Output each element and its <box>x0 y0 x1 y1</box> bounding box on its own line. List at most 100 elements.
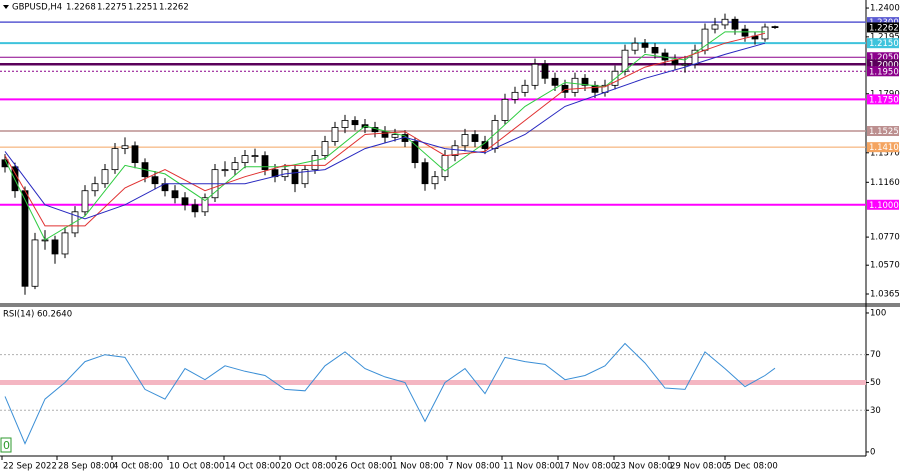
candle-body <box>171 190 179 199</box>
candle-body <box>391 134 399 138</box>
menu-triangle[interactable] <box>3 5 9 9</box>
level-label: 1.2000 <box>869 60 899 70</box>
candle-body <box>91 183 99 192</box>
ohlc-value: 1.2251 <box>128 3 158 13</box>
level-label: 1.1750 <box>869 95 899 105</box>
x-tick-label: 29 Nov 08:00 <box>670 462 727 472</box>
candle-body <box>381 131 389 138</box>
candle-body <box>541 63 549 79</box>
level-label-bg <box>867 199 899 210</box>
level-label-bg <box>867 66 899 77</box>
candle-body <box>641 42 649 48</box>
candle-body <box>351 120 359 126</box>
candle-body <box>251 155 259 157</box>
level-label: 1.2050 <box>869 53 899 63</box>
indicator-line <box>4 342 776 445</box>
candle-body <box>501 98 509 121</box>
corner-label: 0 <box>3 439 10 452</box>
candle-body <box>341 120 349 128</box>
moving-average <box>4 32 766 227</box>
x-tick-label: 4 Oct 08:00 <box>113 462 163 472</box>
current-price-bg <box>867 22 899 33</box>
x-tick-label: 11 Nov 08:00 <box>503 462 560 472</box>
moving-average <box>4 31 765 241</box>
level-label: 1.1410 <box>869 143 899 153</box>
candle-body <box>731 18 739 30</box>
y-tick-label: 1.2195 <box>870 32 900 42</box>
chart-title: GBPUSD,H4 <box>12 3 62 13</box>
candle-body <box>61 232 69 255</box>
moving-average <box>4 42 766 220</box>
level-label: 1.2150 <box>869 39 899 49</box>
candle-body <box>411 141 419 164</box>
candle-body <box>101 169 109 185</box>
candle-body <box>491 120 499 149</box>
level-label-bg <box>867 38 899 49</box>
candle-body <box>551 77 559 86</box>
ohlc-value: 1.2262 <box>159 3 189 13</box>
candle-body <box>581 77 589 86</box>
candle-body <box>261 155 269 171</box>
candle-body <box>241 155 249 164</box>
candle-body <box>151 176 159 185</box>
candle-body <box>741 28 749 37</box>
candle-body <box>531 63 539 86</box>
candle-body <box>281 169 289 178</box>
current-price-label: 1.2262 <box>869 23 899 33</box>
candle-body <box>431 176 439 185</box>
candle-body <box>461 134 469 147</box>
candle-body <box>311 155 319 171</box>
y-tick-label: 70 <box>870 350 881 360</box>
x-tick-label: 1 Nov 08:00 <box>392 462 444 472</box>
x-tick-label: 17 Nov 08:00 <box>559 462 616 472</box>
x-tick-label: 20 Oct 08:00 <box>281 462 336 472</box>
y-tick-label: 50 <box>870 378 881 388</box>
candle-body <box>471 134 479 142</box>
candle-body <box>691 49 699 65</box>
candle-body <box>321 141 329 156</box>
candle-body <box>201 197 209 213</box>
candle-body <box>591 84 599 93</box>
level-label-bg <box>867 59 899 70</box>
x-tick-label: 26 Oct 08:00 <box>337 462 392 472</box>
candle-body <box>31 239 39 287</box>
candle-body <box>121 145 129 149</box>
candle-body <box>521 84 529 93</box>
x-tick-label: 5 Dec 08:00 <box>726 462 778 472</box>
candle-body <box>631 42 639 51</box>
candle-body <box>651 46 659 54</box>
y-tick-label: 1.1370 <box>870 148 900 158</box>
level-label: 1.1950 <box>869 67 899 77</box>
candle-body <box>711 24 719 30</box>
corner-label-box <box>0 437 12 453</box>
x-tick-label: 7 Nov 08:00 <box>448 462 500 472</box>
candle-body <box>131 145 139 164</box>
candle-body <box>181 197 189 206</box>
candle-body <box>421 162 429 185</box>
indicator-title: RSI(14) 60.2640 <box>3 310 72 320</box>
candle-body <box>301 169 309 185</box>
level-label: 1.1525 <box>869 127 899 137</box>
y-tick-label: 1.0365 <box>870 290 900 300</box>
x-tick-label: 14 Oct 08:00 <box>225 462 280 472</box>
candle-body <box>441 155 449 178</box>
candle-body <box>681 63 689 66</box>
candle-body <box>511 91 519 100</box>
candle-body <box>721 18 729 26</box>
y-tick-label: 1.0570 <box>870 261 900 271</box>
level-label-bg <box>867 52 899 63</box>
candle-body <box>621 49 629 72</box>
candle-body <box>221 169 229 172</box>
y-tick-label: 1.1790 <box>870 89 900 99</box>
x-tick-label: 28 Sep 08:00 <box>58 462 115 472</box>
candle-body <box>331 127 339 142</box>
x-tick-label: 10 Oct 08:00 <box>169 462 224 472</box>
candle-body <box>51 239 59 255</box>
ohlc-value: 1.2275 <box>97 3 127 13</box>
level-label-bg <box>867 17 899 28</box>
candle-body <box>231 162 239 171</box>
y-tick-label: 0 <box>870 447 875 457</box>
level-label-bg <box>867 94 899 105</box>
